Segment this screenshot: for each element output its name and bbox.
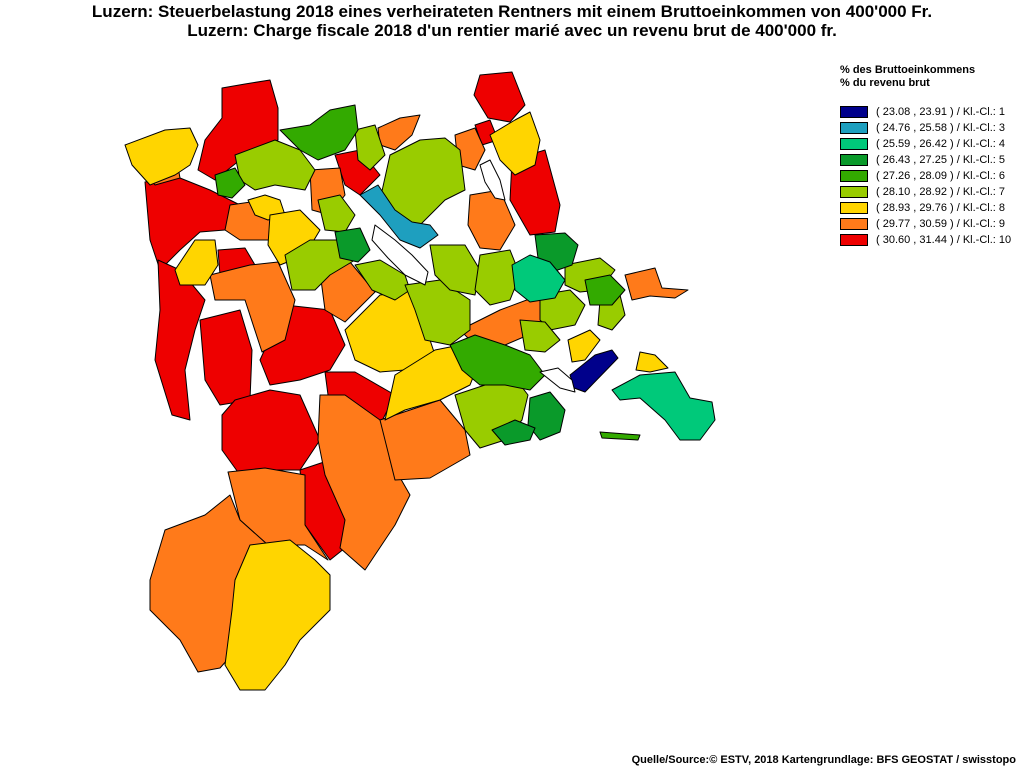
municipality-region[interactable] [199, 309, 253, 406]
municipality-region[interactable] [519, 319, 561, 353]
legend-swatch [840, 218, 868, 230]
legend-item: ( 23.08 , 23.91 ) / Kl.-Cl.: 1 [840, 104, 1024, 120]
municipality-region[interactable] [624, 267, 689, 301]
legend-label: ( 23.08 , 23.91 ) / Kl.-Cl.: 1 [876, 106, 1006, 118]
municipality-region[interactable] [354, 124, 386, 171]
legend-swatch [840, 122, 868, 134]
map-title-german: Luzern: Steuerbelastung 2018 eines verhe… [91, 2, 933, 21]
legend-swatch [840, 106, 868, 118]
legend-label: ( 29.77 , 30.59 ) / Kl.-Cl.: 9 [876, 218, 1006, 230]
lake [371, 224, 429, 286]
legend-item: ( 26.43 , 27.25 ) / Kl.-Cl.: 5 [840, 152, 1024, 168]
municipality-region[interactable] [599, 431, 641, 441]
legend-classes: ( 23.08 , 23.91 ) / Kl.-Cl.: 1 ( 24.76 ,… [840, 104, 1024, 248]
municipality-region[interactable] [317, 194, 356, 233]
legend-item: ( 27.26 , 28.09 ) / Kl.-Cl.: 6 [840, 168, 1024, 184]
legend-label: ( 26.43 , 27.25 ) / Kl.-Cl.: 5 [876, 154, 1006, 166]
municipality-region[interactable] [334, 227, 371, 263]
legend-item: ( 28.93 , 29.76 ) / Kl.-Cl.: 8 [840, 200, 1024, 216]
municipality-region[interactable] [539, 289, 586, 331]
municipality-region[interactable] [144, 175, 241, 271]
municipality-region[interactable] [635, 351, 669, 373]
legend: % des Bruttoeinkommens % du revenu brut … [840, 64, 1024, 248]
legend-swatch [840, 154, 868, 166]
municipality-region[interactable] [491, 419, 536, 446]
municipality-region[interactable] [124, 127, 199, 186]
legend-item: ( 30.60 , 31.44 ) / Kl.-Cl.: 10 [840, 232, 1024, 248]
legend-label: ( 28.10 , 28.92 ) / Kl.-Cl.: 7 [876, 186, 1006, 198]
legend-swatch [840, 170, 868, 182]
municipality-region[interactable] [174, 239, 219, 286]
municipality-region[interactable] [567, 329, 601, 363]
legend-item: ( 28.10 , 28.92 ) / Kl.-Cl.: 7 [840, 184, 1024, 200]
municipality-region[interactable] [511, 254, 566, 303]
legend-label: ( 30.60 , 31.44 ) / Kl.-Cl.: 10 [876, 234, 1012, 246]
municipality-region[interactable] [224, 539, 331, 691]
municipality-region[interactable] [384, 344, 481, 421]
legend-swatch [840, 202, 868, 214]
municipality-region[interactable] [449, 334, 546, 391]
legend-item: ( 24.76 , 25.58 ) / Kl.-Cl.: 3 [840, 120, 1024, 136]
legend-label: ( 24.76 , 25.58 ) / Kl.-Cl.: 3 [876, 122, 1006, 134]
municipality-region[interactable] [234, 139, 316, 191]
municipality-region[interactable] [279, 104, 359, 161]
municipality-region[interactable] [209, 261, 296, 353]
municipality-region[interactable] [584, 274, 626, 306]
legend-swatch [840, 186, 868, 198]
municipality-region[interactable] [429, 244, 481, 296]
municipality-region[interactable] [611, 371, 716, 441]
municipality-region[interactable] [474, 249, 521, 306]
legend-swatch [840, 138, 868, 150]
municipality-region[interactable] [221, 389, 321, 476]
municipality-region[interactable] [489, 111, 541, 176]
legend-label: ( 27.26 , 28.09 ) / Kl.-Cl.: 6 [876, 170, 1006, 182]
map-title-french: Luzern: Charge fiscale 2018 d'un rentier… [187, 21, 837, 40]
municipality-region[interactable] [527, 391, 566, 441]
municipality-region[interactable] [467, 189, 516, 251]
municipality-region[interactable] [284, 239, 356, 291]
legend-heading-french: % du revenu brut [840, 77, 930, 89]
lake [479, 159, 506, 201]
municipality-region[interactable] [214, 167, 246, 199]
legend-swatch [840, 234, 868, 246]
legend-label: ( 25.59 , 26.42 ) / Kl.-Cl.: 4 [876, 138, 1006, 150]
lake [539, 367, 576, 393]
municipality-region[interactable] [359, 184, 439, 249]
legend-heading-german: % des Bruttoeinkommens [840, 64, 976, 76]
source-credit: Quelle/Source:© ESTV, 2018 Kartengrundla… [631, 754, 1016, 766]
legend-item: ( 25.59 , 26.42 ) / Kl.-Cl.: 4 [840, 136, 1024, 152]
municipality-region[interactable] [473, 71, 526, 123]
legend-label: ( 28.93 , 29.76 ) / Kl.-Cl.: 8 [876, 202, 1006, 214]
legend-item: ( 29.77 , 30.59 ) / Kl.-Cl.: 9 [840, 216, 1024, 232]
